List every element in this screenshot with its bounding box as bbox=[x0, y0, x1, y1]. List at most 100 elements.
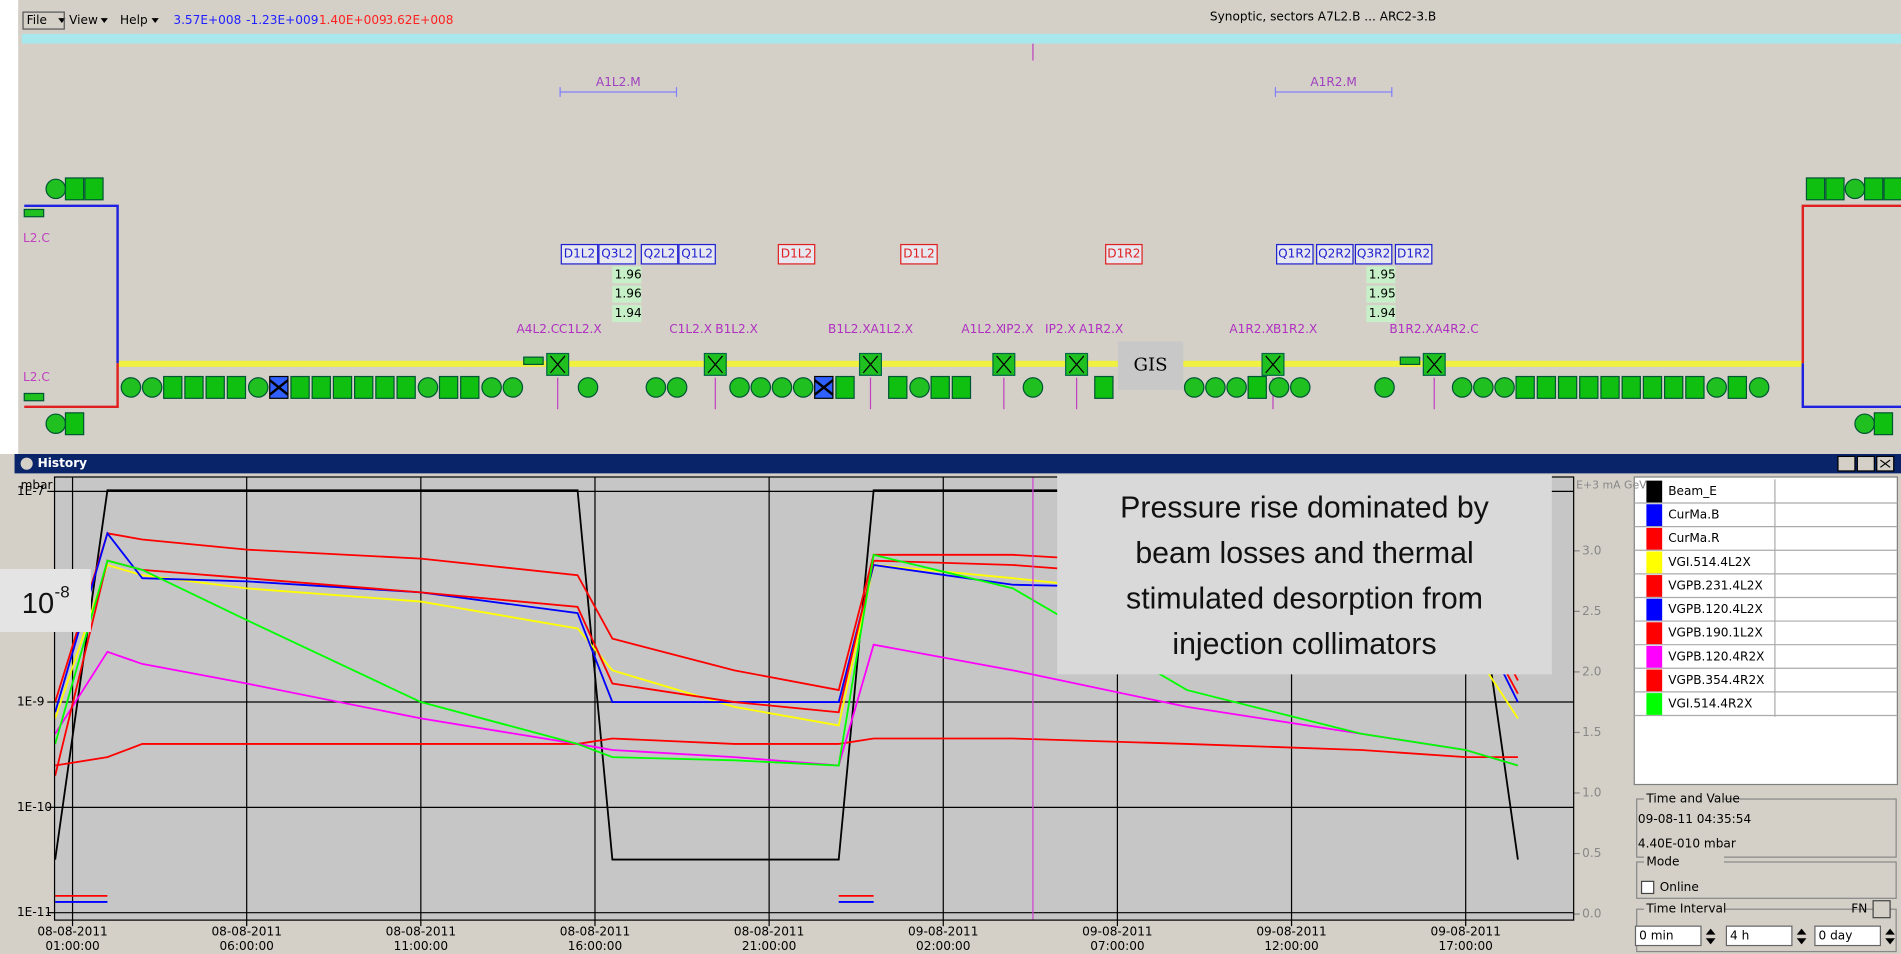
pump-icon bbox=[1806, 178, 1824, 200]
legend-entry[interactable]: VGPB.120.4L2X bbox=[1668, 602, 1763, 616]
pump-icon bbox=[952, 377, 970, 399]
x-tick-time: 16:00:00 bbox=[568, 939, 622, 953]
y2-tick-label: 2.5 bbox=[1582, 604, 1601, 618]
fn-box[interactable] bbox=[1873, 901, 1890, 918]
window-buttons bbox=[1838, 456, 1894, 471]
x-tick-date: 09-08-2011 bbox=[908, 925, 978, 939]
gauge-bar bbox=[524, 357, 543, 364]
x-tick-time: 12:00:00 bbox=[1264, 939, 1318, 953]
magnet-label: Q1R2 bbox=[1278, 247, 1311, 261]
pump-icon bbox=[1622, 377, 1640, 399]
x-tick-time: 01:00:00 bbox=[45, 939, 99, 953]
pump-icon bbox=[65, 178, 83, 200]
pump-icon bbox=[376, 377, 394, 399]
gauge-reading: 1.94 bbox=[615, 306, 642, 320]
spin-value: 4 h bbox=[1730, 928, 1749, 942]
readout: -1.23E+009 bbox=[246, 13, 318, 27]
pump-icon bbox=[1095, 377, 1113, 399]
fn-button[interactable]: FN bbox=[1851, 902, 1867, 916]
minimize-button[interactable] bbox=[1838, 456, 1855, 471]
legend-swatch bbox=[1646, 551, 1662, 573]
readout: 3.62E+008 bbox=[386, 13, 454, 27]
x-tick-date: 08-08-2011 bbox=[734, 925, 804, 939]
pump-icon bbox=[291, 377, 309, 399]
ion-pump-icon bbox=[1474, 378, 1493, 397]
ion-pump-icon bbox=[249, 378, 268, 397]
element-label: A1R2.X bbox=[1079, 322, 1123, 336]
ion-pump-icon bbox=[1269, 378, 1288, 397]
pump-icon bbox=[1601, 377, 1619, 399]
legend-entry[interactable]: Beam_E bbox=[1668, 484, 1717, 498]
y2-tick-label: 1.0 bbox=[1582, 785, 1601, 799]
pump-icon bbox=[1516, 377, 1534, 399]
left-margin bbox=[0, 0, 18, 454]
magnet-label: Q3R2 bbox=[1357, 247, 1390, 261]
annotation-line: stimulated desorption from bbox=[1126, 583, 1483, 616]
legend-entry[interactable]: VGI.514.4R2X bbox=[1668, 697, 1752, 711]
menu-item[interactable]: View bbox=[69, 13, 98, 27]
pump-icon bbox=[312, 377, 330, 399]
element-label: B1R2.X bbox=[1389, 322, 1433, 336]
group-title: Mode bbox=[1646, 854, 1679, 868]
x-tick-date: 08-08-2011 bbox=[560, 925, 630, 939]
pump-icon bbox=[85, 178, 103, 200]
cyan-bar bbox=[22, 34, 1901, 44]
pump-icon bbox=[836, 377, 854, 399]
ion-pump-icon bbox=[1495, 378, 1514, 397]
legend-entry[interactable]: CurMa.R bbox=[1668, 531, 1720, 545]
element-label: B1L2.X bbox=[715, 322, 758, 336]
element-label: IP2.X bbox=[1045, 322, 1076, 336]
gauge-reading: 1.95 bbox=[1369, 287, 1396, 301]
annotation-line: injection collimators bbox=[1172, 628, 1436, 661]
legend-swatch bbox=[1646, 622, 1662, 644]
online-checkbox[interactable] bbox=[1642, 881, 1654, 893]
y-tick-label: 1E-10 bbox=[17, 800, 52, 814]
element-label: B1L2.X bbox=[828, 322, 871, 336]
x-tick-time: 17:00:00 bbox=[1438, 939, 1492, 953]
legend-swatch bbox=[1646, 693, 1662, 715]
ion-pump-icon bbox=[1291, 378, 1310, 397]
legend-entry[interactable]: CurMa.B bbox=[1668, 508, 1719, 522]
pump-icon bbox=[1580, 377, 1598, 399]
pump-icon bbox=[1865, 178, 1883, 200]
element-label: A4L2.C bbox=[516, 322, 559, 336]
element-label: A4R2.C bbox=[1434, 322, 1478, 336]
y-tick-label: 1E-9 bbox=[17, 695, 44, 709]
magnet-label: Q2L2 bbox=[644, 247, 676, 261]
exponent-power: -8 bbox=[55, 583, 70, 602]
beam-line bbox=[118, 361, 1803, 367]
ion-pump-icon bbox=[1023, 378, 1042, 397]
screen: GIS History mbar1E-71E-91E-101E-1108-08-… bbox=[0, 0, 1901, 954]
element-label: A1R2.X bbox=[1229, 322, 1273, 336]
legend-entry[interactable]: VGPB.354.4R2X bbox=[1668, 673, 1764, 687]
maximize-button[interactable] bbox=[1857, 456, 1874, 471]
pump-icon bbox=[355, 377, 373, 399]
pump-icon bbox=[889, 377, 907, 399]
synoptic-title: Synoptic, sectors A7L2.B ... ARC2-3.B bbox=[1210, 9, 1436, 23]
gauge-reading: 1.96 bbox=[615, 267, 642, 281]
pump-icon bbox=[461, 377, 479, 399]
legend-entry[interactable]: VGI.514.4L2X bbox=[1668, 555, 1751, 569]
legend-swatch bbox=[1646, 599, 1662, 621]
menu-item[interactable]: Help bbox=[120, 13, 148, 27]
pump-icon bbox=[1826, 178, 1844, 200]
x-tick-time: 02:00:00 bbox=[916, 939, 970, 953]
legend-swatch bbox=[1646, 669, 1662, 691]
y2-axis-unit: E+3 mA GeV bbox=[1576, 478, 1647, 491]
menu-item[interactable]: File bbox=[27, 13, 47, 27]
gauge-icon bbox=[730, 378, 749, 397]
pump-icon bbox=[439, 377, 457, 399]
legend-entry[interactable]: VGPB.120.4R2X bbox=[1668, 649, 1764, 663]
x-tick-date: 09-08-2011 bbox=[1256, 925, 1326, 939]
legend-entry[interactable]: VGPB.231.4L2X bbox=[1668, 578, 1763, 592]
readout: 1.40E+009 bbox=[319, 13, 387, 27]
ion-pump-icon bbox=[578, 378, 597, 397]
cursor-value: 4.40E-010 mbar bbox=[1638, 836, 1736, 850]
gauge-bar bbox=[24, 393, 43, 400]
ion-pump-icon bbox=[646, 378, 665, 397]
legend-entry[interactable]: VGPB.190.1L2X bbox=[1668, 626, 1763, 640]
y2-tick-label: 0.5 bbox=[1582, 846, 1601, 860]
ion-pump-icon bbox=[1845, 179, 1864, 198]
ion-pump-icon bbox=[751, 378, 770, 397]
x-tick-time: 11:00:00 bbox=[394, 939, 448, 953]
